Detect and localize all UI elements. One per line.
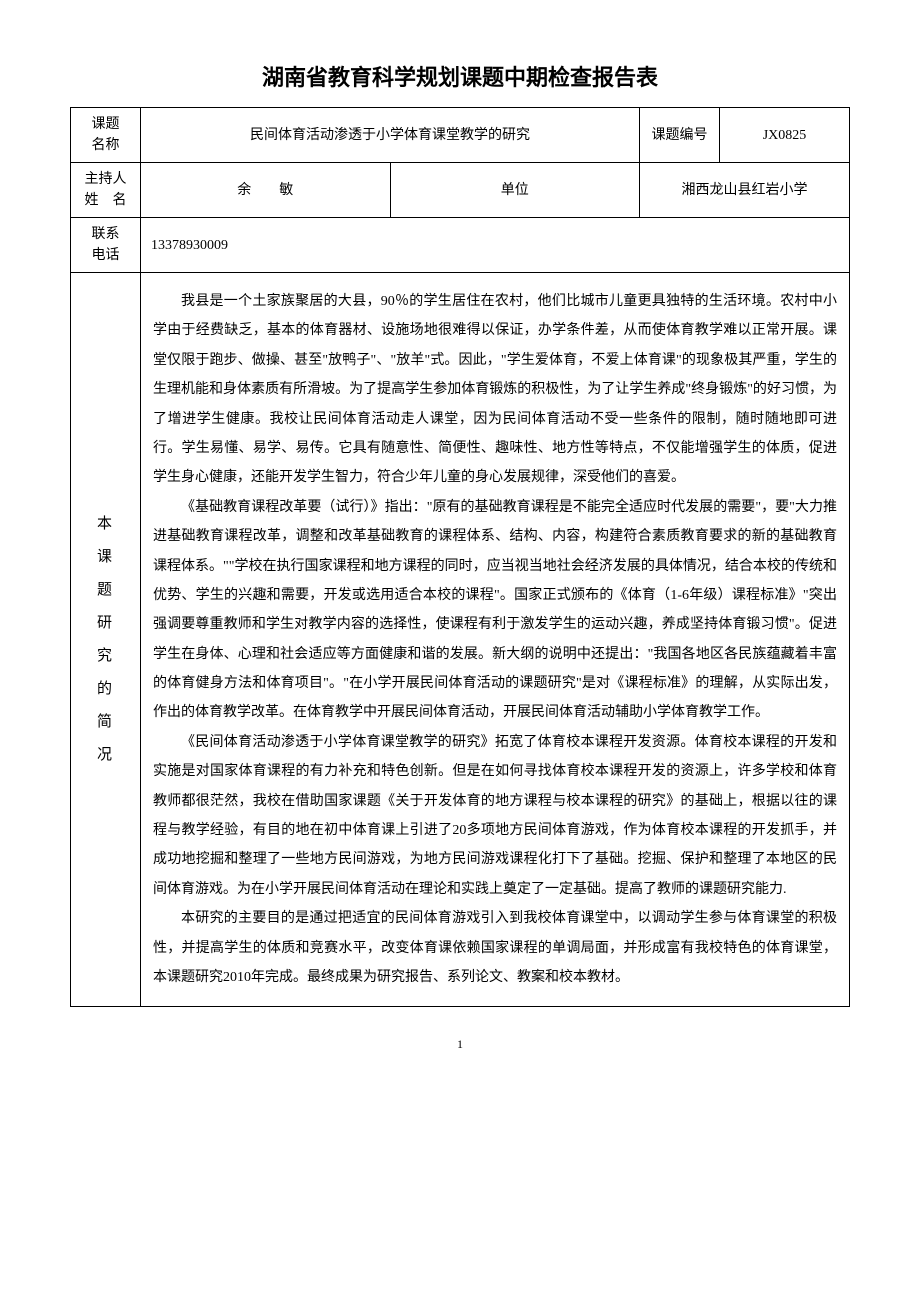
- unit-label: 单位: [390, 163, 640, 218]
- phone-value: 13378930009: [141, 218, 850, 273]
- topic-code-label: 课题编号: [640, 108, 720, 163]
- phone-label: 联系 电话: [71, 218, 141, 273]
- overview-paragraph: 本研究的主要目的是通过把适宜的民间体育游戏引入到我校体育课堂中，以调动学生参与体…: [153, 904, 837, 992]
- host-name-value: 余 敏: [141, 163, 391, 218]
- topic-name-label: 课题 名称: [71, 108, 141, 163]
- page-number: 1: [70, 1037, 850, 1052]
- document-title: 湖南省教育科学规划课题中期检查报告表: [70, 60, 850, 92]
- overview-paragraph: 《民间体育活动渗透于小学体育课堂教学的研究》拓宽了体育校本课程开发资源。体育校本…: [153, 728, 837, 904]
- overview-label: 本课题研究的简况: [71, 273, 141, 1007]
- overview-paragraph: 《基础教育课程改革要（试行）》指出："原有的基础教育课程是不能完全适应时代发展的…: [153, 493, 837, 728]
- overview-paragraph: 我县是一个土家族聚居的大县，90％的学生居住在农村，他们比城市儿童更具独特的生活…: [153, 287, 837, 493]
- overview-content: 我县是一个土家族聚居的大县，90％的学生居住在农村，他们比城市儿童更具独特的生活…: [141, 273, 850, 1007]
- unit-value: 湘西龙山县红岩小学: [640, 163, 850, 218]
- report-table: 课题 名称 民间体育活动渗透于小学体育课堂教学的研究 课题编号 JX0825 主…: [70, 107, 850, 1007]
- topic-code-value: JX0825: [720, 108, 850, 163]
- host-label: 主持人 姓 名: [71, 163, 141, 218]
- topic-name-value: 民间体育活动渗透于小学体育课堂教学的研究: [141, 108, 640, 163]
